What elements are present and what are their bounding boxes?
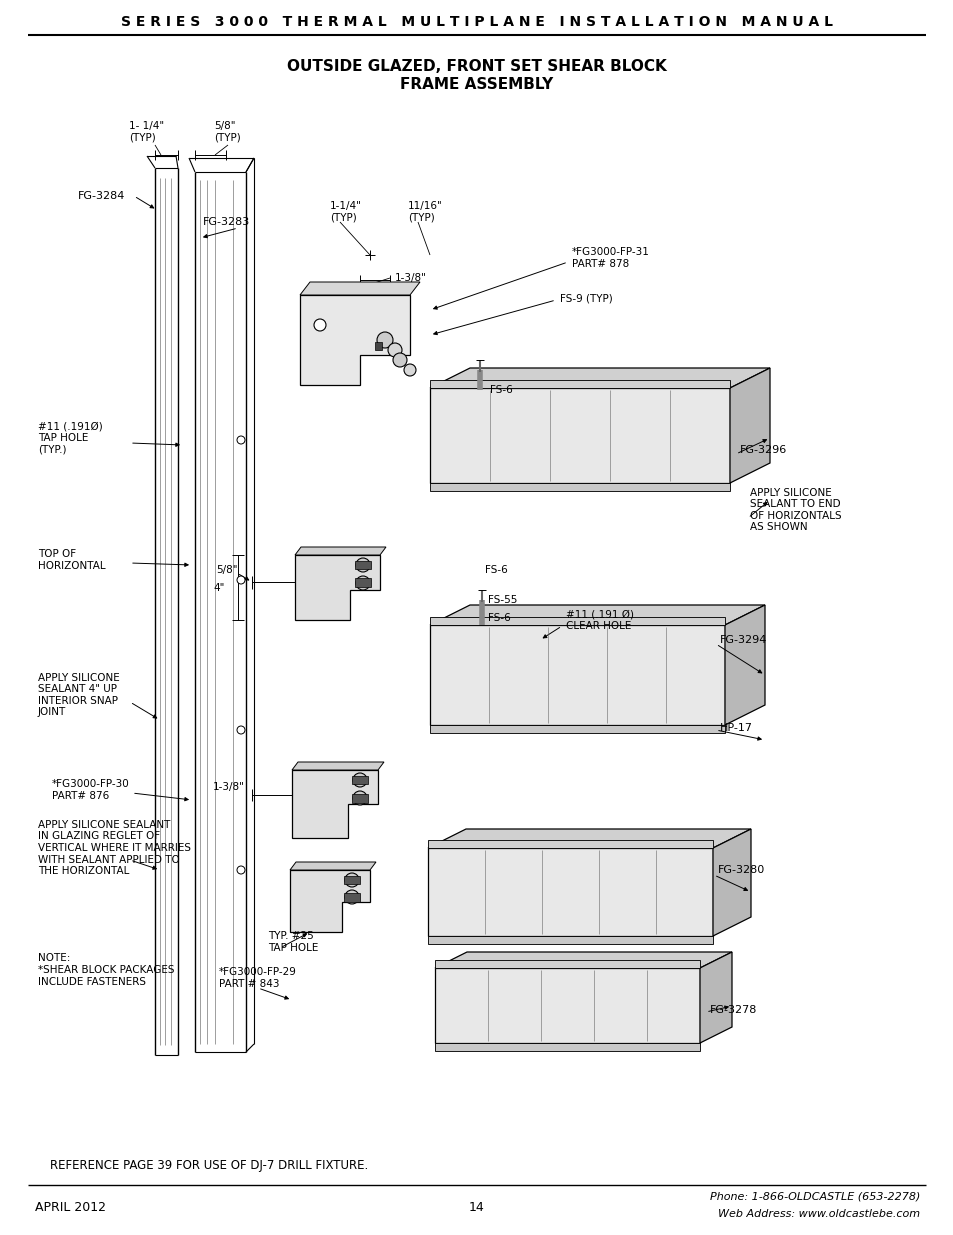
Text: TYP. #25
TAP HOLE: TYP. #25 TAP HOLE — [268, 931, 318, 952]
Text: FG-3278: FG-3278 — [709, 1005, 757, 1015]
Text: FG-3296: FG-3296 — [740, 445, 786, 454]
Polygon shape — [294, 547, 386, 555]
Text: FG-3280: FG-3280 — [718, 864, 764, 876]
Polygon shape — [435, 960, 700, 968]
Polygon shape — [299, 282, 419, 295]
Text: HP-17: HP-17 — [720, 722, 752, 734]
Circle shape — [236, 436, 245, 445]
Circle shape — [345, 890, 358, 904]
Circle shape — [345, 873, 358, 887]
Text: Web Address: www.oldcastlebe.com: Web Address: www.oldcastlebe.com — [717, 1209, 919, 1219]
Text: #11 (.191 Ø)
CLEAR HOLE: #11 (.191 Ø) CLEAR HOLE — [565, 609, 634, 631]
Text: 1-3/8": 1-3/8" — [395, 273, 426, 283]
Text: FS-6: FS-6 — [490, 385, 512, 395]
Text: TOP OF
HORIZONTAL: TOP OF HORIZONTAL — [38, 550, 106, 571]
Polygon shape — [352, 794, 368, 803]
Text: FG-3294: FG-3294 — [720, 635, 766, 645]
Text: APPLY SILICONE
SEALANT TO END
OF HORIZONTALS
AS SHOWN: APPLY SILICONE SEALANT TO END OF HORIZON… — [749, 488, 841, 532]
Polygon shape — [428, 936, 712, 944]
Text: NOTE:
*SHEAR BLOCK PACKAGES
INCLUDE FASTENERS: NOTE: *SHEAR BLOCK PACKAGES INCLUDE FAST… — [38, 953, 174, 987]
Polygon shape — [428, 840, 712, 848]
Polygon shape — [355, 578, 371, 587]
Polygon shape — [430, 388, 729, 483]
Text: APPLY SILICONE
SEALANT 4" UP
INTERIOR SNAP
JOINT: APPLY SILICONE SEALANT 4" UP INTERIOR SN… — [38, 673, 120, 718]
Polygon shape — [430, 380, 729, 388]
Text: #11 (.191Ø)
TAP HOLE
(TYP.): #11 (.191Ø) TAP HOLE (TYP.) — [38, 421, 103, 454]
Text: FG-3284: FG-3284 — [78, 191, 125, 201]
Polygon shape — [712, 829, 750, 936]
Text: S E R I E S   3 0 0 0   T H E R M A L   M U L T I P L A N E   I N S T A L L A T : S E R I E S 3 0 0 0 T H E R M A L M U L … — [121, 15, 832, 28]
Polygon shape — [290, 869, 370, 932]
Circle shape — [376, 332, 393, 348]
Text: FS-6: FS-6 — [488, 613, 510, 622]
Circle shape — [403, 364, 416, 375]
Circle shape — [353, 773, 367, 787]
Text: FS-9 (TYP): FS-9 (TYP) — [559, 293, 612, 303]
Polygon shape — [430, 368, 769, 388]
Polygon shape — [430, 483, 729, 492]
Polygon shape — [729, 368, 769, 483]
Text: 5/8"
(TYP): 5/8" (TYP) — [214, 121, 241, 143]
Text: Phone: 1-866-OLDCASTLE (653-2278): Phone: 1-866-OLDCASTLE (653-2278) — [709, 1192, 919, 1202]
Polygon shape — [290, 862, 375, 869]
Circle shape — [236, 726, 245, 734]
Circle shape — [355, 576, 370, 590]
Circle shape — [353, 790, 367, 805]
Polygon shape — [352, 776, 368, 784]
Polygon shape — [292, 762, 384, 769]
Polygon shape — [435, 952, 731, 968]
Polygon shape — [428, 848, 712, 936]
Text: APPLY SILICONE SEALANT
IN GLAZING REGLET OF
VERTICAL WHERE IT MARRIES
WITH SEALA: APPLY SILICONE SEALANT IN GLAZING REGLET… — [38, 820, 191, 876]
Text: *FG3000-FP-29
PART # 843: *FG3000-FP-29 PART # 843 — [219, 967, 296, 989]
Text: *FG3000-FP-31
PART# 878: *FG3000-FP-31 PART# 878 — [572, 247, 649, 269]
Polygon shape — [430, 605, 764, 625]
Polygon shape — [435, 968, 700, 1044]
Text: 1-1/4"
(TYP): 1-1/4" (TYP) — [330, 201, 361, 222]
Text: OUTSIDE GLAZED, FRONT SET SHEAR BLOCK: OUTSIDE GLAZED, FRONT SET SHEAR BLOCK — [287, 58, 666, 74]
Text: 1- 1/4"
(TYP): 1- 1/4" (TYP) — [130, 121, 164, 143]
Text: 11/16"
(TYP): 11/16" (TYP) — [408, 201, 442, 222]
Polygon shape — [344, 893, 359, 902]
Text: 1-3/8": 1-3/8" — [213, 782, 245, 792]
Polygon shape — [700, 952, 731, 1044]
Text: *FG3000-FP-30
PART# 876: *FG3000-FP-30 PART# 876 — [52, 779, 130, 800]
Text: FG-3283: FG-3283 — [203, 217, 250, 227]
Polygon shape — [294, 555, 379, 620]
Text: 5/8": 5/8" — [216, 564, 237, 576]
Polygon shape — [430, 618, 724, 625]
Text: APRIL 2012: APRIL 2012 — [35, 1202, 106, 1214]
Polygon shape — [435, 1044, 700, 1051]
Circle shape — [236, 866, 245, 874]
Text: 4": 4" — [213, 583, 225, 593]
Polygon shape — [430, 725, 724, 734]
Polygon shape — [355, 561, 371, 569]
Circle shape — [355, 558, 370, 572]
Polygon shape — [428, 829, 750, 848]
Text: FS-55: FS-55 — [488, 595, 517, 605]
Text: REFERENCE PAGE 39 FOR USE OF DJ-7 DRILL FIXTURE.: REFERENCE PAGE 39 FOR USE OF DJ-7 DRILL … — [50, 1160, 368, 1172]
Text: 14: 14 — [469, 1202, 484, 1214]
Polygon shape — [724, 605, 764, 725]
Polygon shape — [344, 876, 359, 884]
Polygon shape — [299, 295, 410, 385]
Circle shape — [314, 319, 326, 331]
Text: FRAME ASSEMBLY: FRAME ASSEMBLY — [400, 77, 553, 91]
Circle shape — [236, 576, 245, 584]
Polygon shape — [430, 625, 724, 725]
Polygon shape — [292, 769, 377, 839]
Circle shape — [388, 343, 401, 357]
Polygon shape — [375, 342, 381, 350]
Circle shape — [393, 353, 407, 367]
Text: FS-6: FS-6 — [484, 564, 507, 576]
